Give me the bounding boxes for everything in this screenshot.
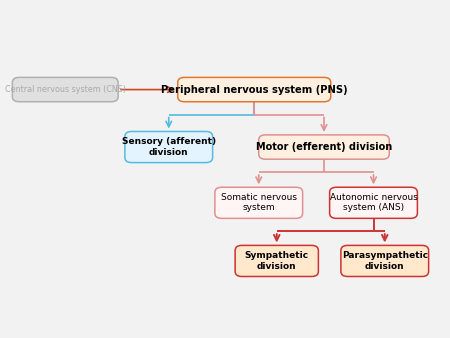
FancyBboxPatch shape [329,187,418,218]
FancyBboxPatch shape [12,77,118,102]
FancyBboxPatch shape [341,245,428,276]
Text: Peripheral nervous system (PNS): Peripheral nervous system (PNS) [161,84,347,95]
Text: Sympathetic
division: Sympathetic division [245,251,309,271]
Text: Sensory (afferent)
division: Sensory (afferent) division [122,137,216,157]
Text: Somatic nervous
system: Somatic nervous system [221,193,297,213]
Text: Autonomic nervous
system (ANS): Autonomic nervous system (ANS) [329,193,418,213]
Text: Central nervous system (CNS): Central nervous system (CNS) [5,85,126,94]
Text: Parasympathetic
division: Parasympathetic division [342,251,428,271]
FancyBboxPatch shape [259,135,389,159]
FancyBboxPatch shape [178,77,331,102]
FancyBboxPatch shape [215,187,302,218]
Text: Motor (efferent) division: Motor (efferent) division [256,142,392,152]
FancyBboxPatch shape [235,245,319,276]
FancyBboxPatch shape [125,131,212,163]
